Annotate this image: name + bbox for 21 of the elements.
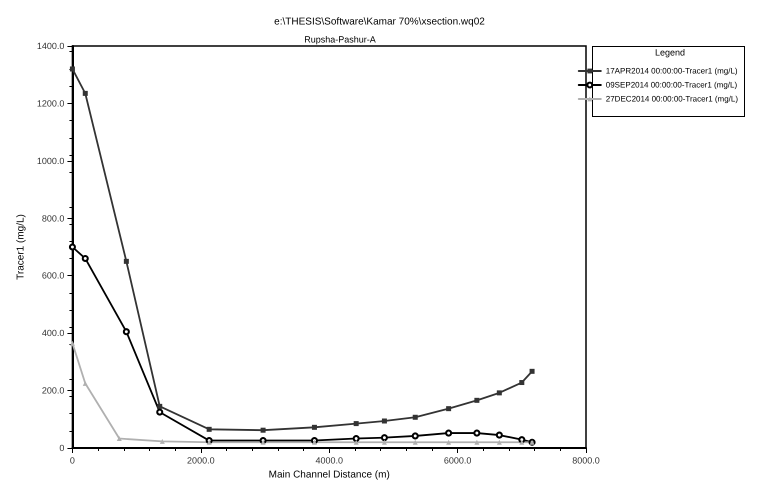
y-tick-label: 200.0 <box>42 386 64 396</box>
legend-label: 27DEC2014 00:00:00-Tracer1 (mg/L) <box>606 94 738 104</box>
chart-title: e:\THESIS\Software\Kamar 70%\xsection.wq02 <box>274 16 486 28</box>
y-tick-label: 1400.0 <box>36 41 64 51</box>
legend-title: Legend <box>654 48 686 58</box>
y-tick-label: 800.0 <box>42 213 64 224</box>
y-tick-label: 400.0 <box>42 328 64 338</box>
y-tick-label: 1000.0 <box>36 156 64 166</box>
legend-label: 09SEP2014 00:00:00-Tracer1 (mg/L) <box>606 80 738 90</box>
legend-label: 17APR2014 00:00:00-Tracer1 (mg/L) <box>606 66 738 76</box>
chart-subtitle: Rupsha-Pashur-A <box>304 34 376 44</box>
x-tick-label: 8000.0 <box>572 456 600 466</box>
y-tick-label: 0 <box>59 443 64 453</box>
y-axis-title: Tracer1 (mg/L) <box>16 214 26 280</box>
x-tick-label: 4000.0 <box>315 456 343 466</box>
x-axis-title: Main Channel Distance (m) <box>268 470 390 480</box>
y-tick-label: 600.0 <box>42 270 64 281</box>
x-tick-label: 6000.0 <box>444 456 472 466</box>
x-tick-label: 0 <box>70 456 75 466</box>
y-tick-label: 1200.0 <box>36 98 64 108</box>
x-tick-label: 2000.0 <box>187 456 215 466</box>
